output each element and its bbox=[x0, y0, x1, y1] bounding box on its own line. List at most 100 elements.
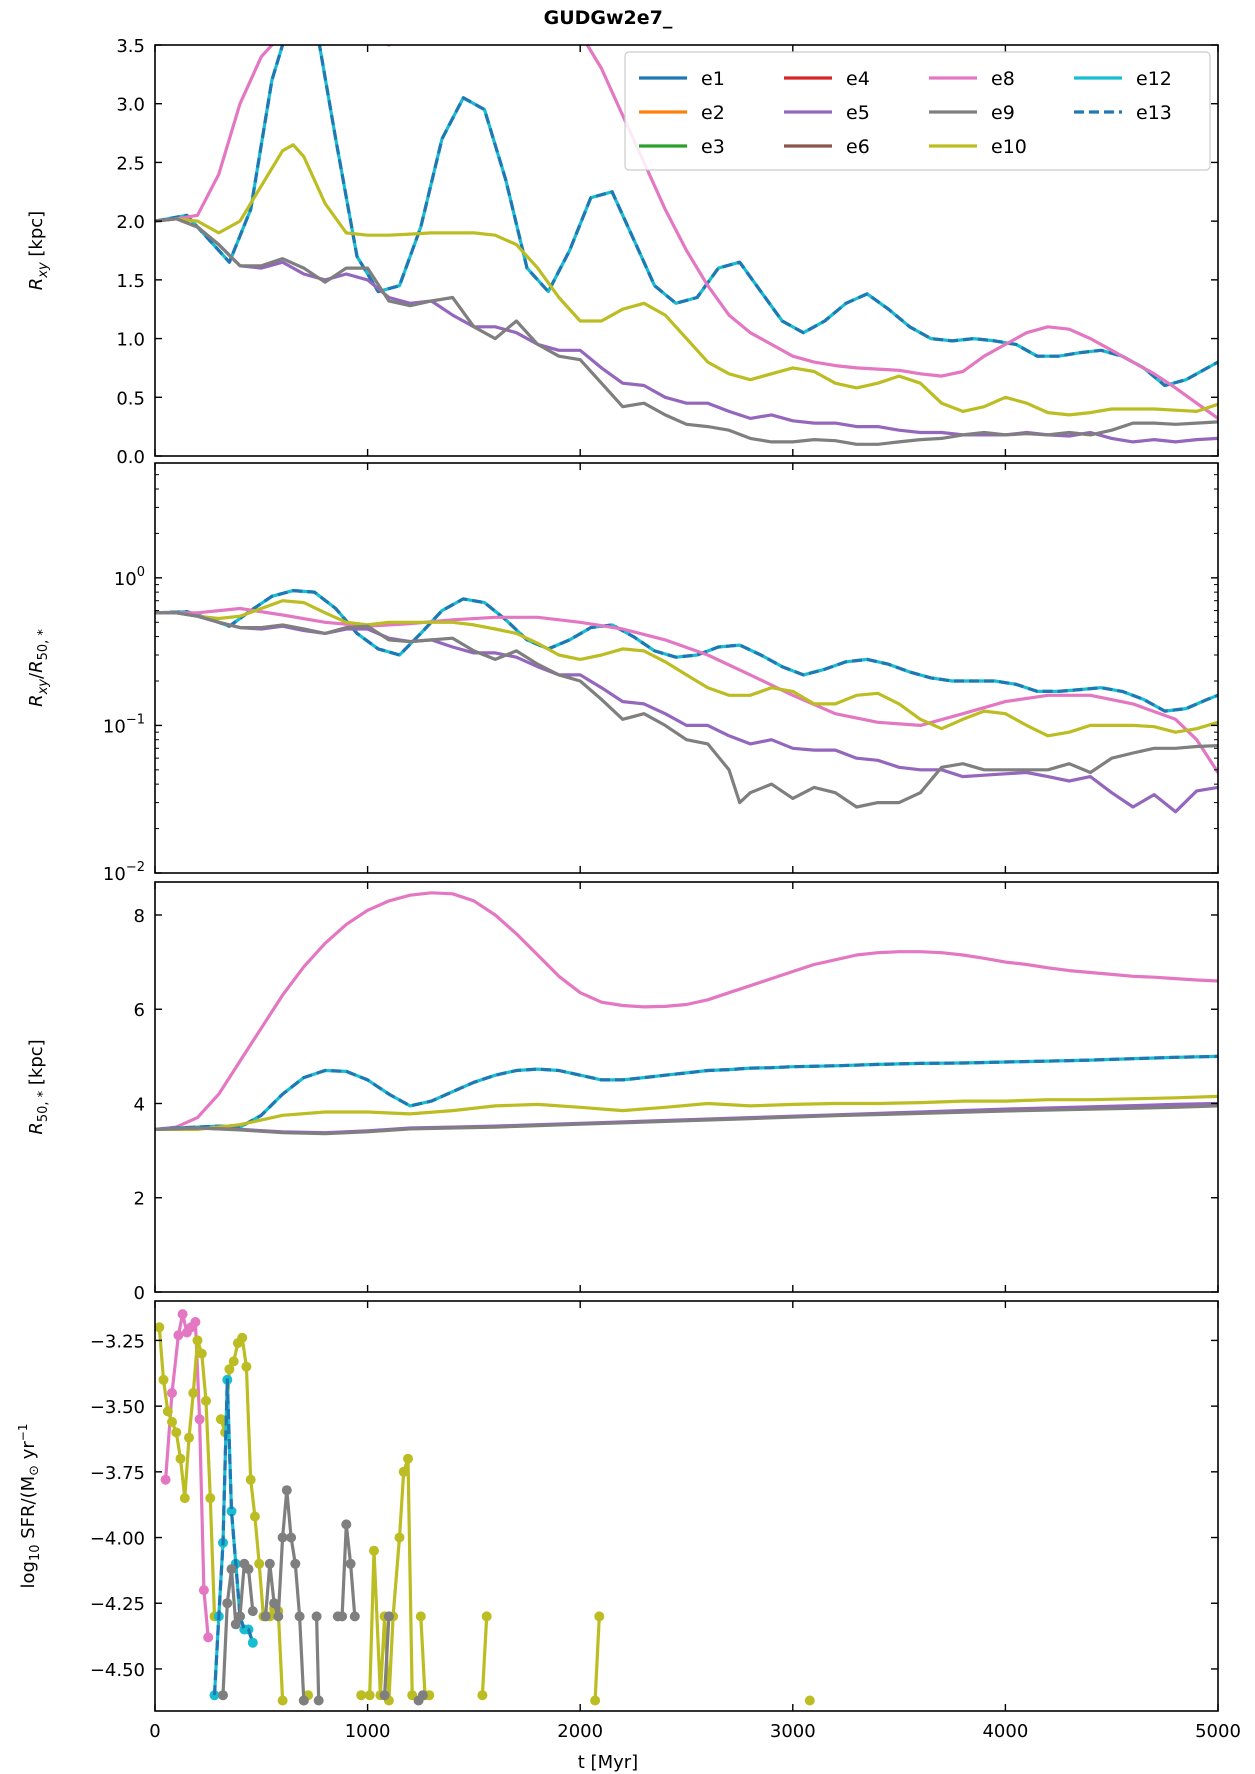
series-e10-point bbox=[403, 1453, 413, 1464]
x-tick-label: 2000 bbox=[557, 1721, 603, 1742]
series-e10-point bbox=[215, 1414, 226, 1425]
series-e10-point bbox=[192, 1335, 203, 1346]
legend-box bbox=[624, 51, 1211, 171]
series-e8-point bbox=[167, 1388, 177, 1398]
series-e10-point bbox=[398, 1466, 409, 1477]
series-e9-point bbox=[235, 1611, 245, 1622]
y-tick-label: −3.25 bbox=[90, 1331, 145, 1352]
series-e8-point bbox=[177, 1309, 188, 1320]
series-e10-point bbox=[477, 1690, 488, 1701]
x-tick-label: 1000 bbox=[345, 1721, 391, 1742]
series-e10-segment bbox=[419, 1614, 431, 1697]
series-e8-point bbox=[194, 1414, 205, 1425]
y-tick-label: 2.5 bbox=[116, 153, 145, 174]
series-e10-point bbox=[364, 1690, 375, 1701]
series-e13-segment bbox=[212, 1378, 255, 1696]
y-tick-label: 2.0 bbox=[116, 212, 145, 233]
y-tick-label: −3.75 bbox=[90, 1463, 145, 1484]
series-e10-point bbox=[249, 1511, 260, 1522]
y-tick-label: 1.0 bbox=[116, 330, 145, 351]
series-e10-line bbox=[155, 1094, 1218, 1132]
series-e10-point bbox=[184, 1432, 194, 1443]
series-e9-segment bbox=[336, 1522, 357, 1619]
series-e8-point bbox=[160, 1474, 171, 1485]
series-e8-point bbox=[173, 1330, 184, 1341]
legend-label-e13: e13 bbox=[1136, 102, 1172, 124]
x-tick-label: 5000 bbox=[1195, 1721, 1241, 1742]
series-e10-point bbox=[158, 1374, 169, 1385]
series-e10-point bbox=[175, 1453, 186, 1464]
plot-area bbox=[155, 45, 1218, 446]
y-tick-label: 100 bbox=[114, 565, 145, 590]
legend-label-e2: e2 bbox=[701, 102, 725, 124]
series-e5-line bbox=[155, 1101, 1218, 1135]
y-axis-label: log10 SFR/(M⊙ yr−1 bbox=[16, 1423, 43, 1588]
series-e9-point bbox=[290, 1558, 301, 1569]
legend-label-e5: e5 bbox=[846, 102, 870, 124]
series-e10-point bbox=[205, 1493, 216, 1504]
series-e10-point bbox=[241, 1361, 252, 1372]
x-tick-label: 3000 bbox=[770, 1721, 816, 1742]
y-tick-label: −4.00 bbox=[90, 1529, 145, 1550]
y-tick-label: −4.50 bbox=[90, 1660, 145, 1681]
series-e9-point bbox=[260, 1611, 271, 1622]
series-e8-point bbox=[190, 1317, 201, 1327]
series-e10-point bbox=[394, 1532, 405, 1543]
series-e10-point bbox=[245, 1474, 256, 1485]
series-e9-point bbox=[298, 1695, 309, 1706]
series-e9-point bbox=[294, 1611, 305, 1622]
legend: e1 e2 e3 e4 e5 e6 e8 e9 e10 e12 e13 bbox=[624, 51, 1211, 171]
panel-frame bbox=[154, 881, 1219, 1293]
chart-title: GUDGw2e7_ bbox=[544, 7, 673, 29]
plot-area bbox=[155, 1309, 815, 1706]
series-e10-point bbox=[277, 1695, 288, 1706]
series-e10-point bbox=[369, 1545, 379, 1556]
series-e9-point bbox=[222, 1598, 233, 1609]
series-e9-point bbox=[313, 1695, 324, 1706]
series-e13-line bbox=[155, 1054, 1218, 1131]
legend-label-e3: e3 bbox=[701, 136, 725, 158]
series-e9-point bbox=[273, 1611, 284, 1622]
series-e10-point bbox=[224, 1364, 235, 1375]
series-e9-point bbox=[379, 1690, 390, 1701]
series-e10-point bbox=[196, 1348, 207, 1359]
series-e9-line bbox=[155, 1104, 1218, 1136]
series-e8-line bbox=[155, 606, 1218, 775]
series-e9-point bbox=[247, 1606, 258, 1617]
series-e9-point bbox=[269, 1598, 280, 1609]
series-e10-point bbox=[155, 1322, 165, 1333]
series-e12-point bbox=[226, 1506, 237, 1517]
series-e9-point bbox=[218, 1690, 228, 1701]
series-e10-line bbox=[155, 143, 1218, 417]
series-e10-point bbox=[237, 1332, 248, 1343]
y-tick-label: 8 bbox=[134, 906, 145, 927]
x-tick-label: 4000 bbox=[982, 1721, 1028, 1742]
series-e10-point bbox=[356, 1690, 367, 1701]
series-e10-point bbox=[254, 1558, 265, 1569]
series-e9-point bbox=[337, 1611, 348, 1622]
y-tick-label: 2 bbox=[134, 1189, 145, 1210]
y-tick-label: 4 bbox=[134, 1094, 145, 1115]
y-tick-label: 0.0 bbox=[116, 447, 145, 468]
series-e10-point bbox=[804, 1695, 815, 1706]
y-tick-label: 6 bbox=[134, 1000, 145, 1021]
y-tick-label: 0.5 bbox=[116, 388, 145, 409]
series-e10-segment bbox=[368, 1457, 414, 1703]
series-e9-segment bbox=[264, 1488, 306, 1703]
y-tick-label: 0 bbox=[134, 1283, 145, 1304]
panel-2: 100 10−1 10−2 Rxy/R50, * bbox=[26, 462, 1219, 885]
series-e5-line bbox=[155, 611, 1218, 814]
plot-area bbox=[155, 891, 1218, 1136]
x-axis-label: t [Myr] bbox=[578, 1752, 638, 1773]
panel-frame bbox=[154, 462, 1219, 874]
series-e9-point bbox=[417, 1690, 428, 1701]
legend-label-e12: e12 bbox=[1136, 68, 1172, 90]
series-e10-point bbox=[594, 1611, 605, 1622]
series-e8-point bbox=[198, 1585, 209, 1596]
panel-3: 0 2 4 6 8 R50, * [kpc] bbox=[26, 881, 1219, 1304]
series-e8-line bbox=[155, 891, 1218, 1132]
series-e10-point bbox=[179, 1493, 190, 1504]
series-e9-point bbox=[277, 1532, 288, 1543]
series-e10-point bbox=[201, 1395, 211, 1406]
